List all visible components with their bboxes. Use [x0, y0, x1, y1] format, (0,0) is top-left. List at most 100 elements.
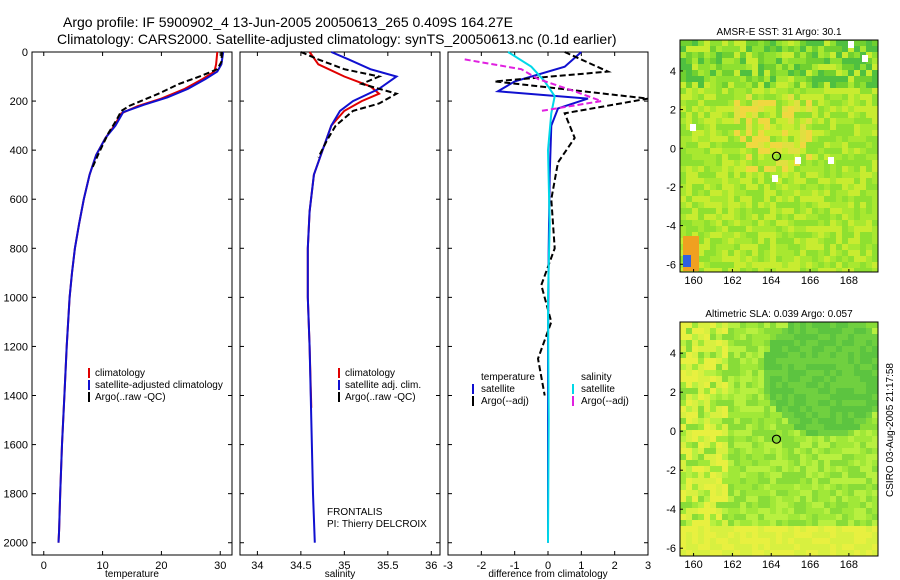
map-cell — [842, 250, 848, 256]
map-cell — [830, 226, 836, 232]
map-cell — [698, 346, 704, 352]
map-cell — [752, 112, 758, 118]
map-cell — [758, 220, 764, 226]
map-cell — [776, 328, 782, 334]
map-cell — [872, 508, 878, 514]
map-cell — [764, 82, 770, 88]
map-cell — [740, 268, 746, 272]
map-cell — [746, 262, 752, 268]
map-cell — [848, 118, 854, 124]
map-cell — [728, 208, 734, 214]
map-cell — [788, 40, 794, 46]
map-cell — [686, 136, 692, 142]
map-cell — [680, 424, 686, 430]
map-cell — [854, 166, 860, 172]
map-cell — [818, 370, 824, 376]
map-cell — [680, 550, 686, 556]
map-cell — [746, 226, 752, 232]
map-cell — [854, 436, 860, 442]
map-cell — [752, 256, 758, 262]
map-cell — [824, 262, 830, 268]
map-cell — [722, 136, 728, 142]
map-cell — [854, 442, 860, 448]
map-cell — [776, 118, 782, 124]
map-cell — [752, 382, 758, 388]
map-cell — [854, 322, 860, 328]
map-cell — [848, 472, 854, 478]
map-cell — [752, 532, 758, 538]
map-cell — [764, 40, 770, 46]
map-cell — [800, 526, 806, 532]
temperature-profile-frame — [31, 51, 233, 556]
map-cell — [704, 196, 710, 202]
map-cell — [740, 214, 746, 220]
map-cell — [710, 256, 716, 262]
map-cell — [830, 340, 836, 346]
map-cell — [866, 550, 872, 556]
map-cell — [842, 340, 848, 346]
map-cell — [722, 472, 728, 478]
map-cell — [800, 352, 806, 358]
map-cell — [752, 442, 758, 448]
map-cell — [740, 388, 746, 394]
map-cell — [854, 76, 860, 82]
map-cell — [722, 478, 728, 484]
map-cell — [728, 220, 734, 226]
map-cell — [842, 382, 848, 388]
map-cell — [812, 106, 818, 112]
map-cell — [776, 550, 782, 556]
map-cell — [842, 352, 848, 358]
map-cell — [680, 388, 686, 394]
map-cell — [836, 130, 842, 136]
map-cell — [686, 538, 692, 544]
map-cell — [776, 142, 782, 148]
map-cell — [692, 166, 698, 172]
map-cell — [680, 328, 686, 334]
map-cell — [734, 544, 740, 550]
map-title: AMSR-E SST: 31 Argo: 30.1 — [716, 27, 841, 38]
map-cell — [854, 382, 860, 388]
map-cell — [836, 256, 842, 262]
map-cell — [686, 370, 692, 376]
map-cell — [818, 502, 824, 508]
missing-data-cell — [828, 157, 834, 164]
map-cell — [872, 490, 878, 496]
map-cell — [734, 88, 740, 94]
map-cell — [704, 352, 710, 358]
map-cell — [710, 322, 716, 328]
map-cell — [710, 100, 716, 106]
map-cell — [782, 478, 788, 484]
map-cell — [752, 400, 758, 406]
map-cell — [794, 478, 800, 484]
map-cell — [770, 64, 776, 70]
map-cell — [776, 418, 782, 424]
map-cell — [812, 322, 818, 328]
map-cell — [752, 58, 758, 64]
map-cell — [764, 364, 770, 370]
map-cell — [680, 154, 686, 160]
map-cell — [692, 520, 698, 526]
map-cell — [680, 94, 686, 100]
map-cell — [758, 244, 764, 250]
map-cell — [728, 226, 734, 232]
annotation-text: PI: Thierry DELCROIX — [327, 519, 427, 530]
map-cell — [692, 178, 698, 184]
map-cell — [836, 214, 842, 220]
map-cell — [800, 382, 806, 388]
map-cell — [746, 520, 752, 526]
map-cell — [752, 172, 758, 178]
map-cell — [806, 262, 812, 268]
map-cell — [758, 532, 764, 538]
map-cell — [854, 88, 860, 94]
map-cell — [842, 520, 848, 526]
map-cell — [818, 76, 824, 82]
map-cell — [776, 334, 782, 340]
map-cell — [800, 166, 806, 172]
map-cell — [764, 352, 770, 358]
map-cell — [746, 496, 752, 502]
map-cell — [848, 460, 854, 466]
map-cell — [698, 340, 704, 346]
map-cell — [734, 412, 740, 418]
map-cell — [680, 172, 686, 178]
map-cell — [704, 262, 710, 268]
